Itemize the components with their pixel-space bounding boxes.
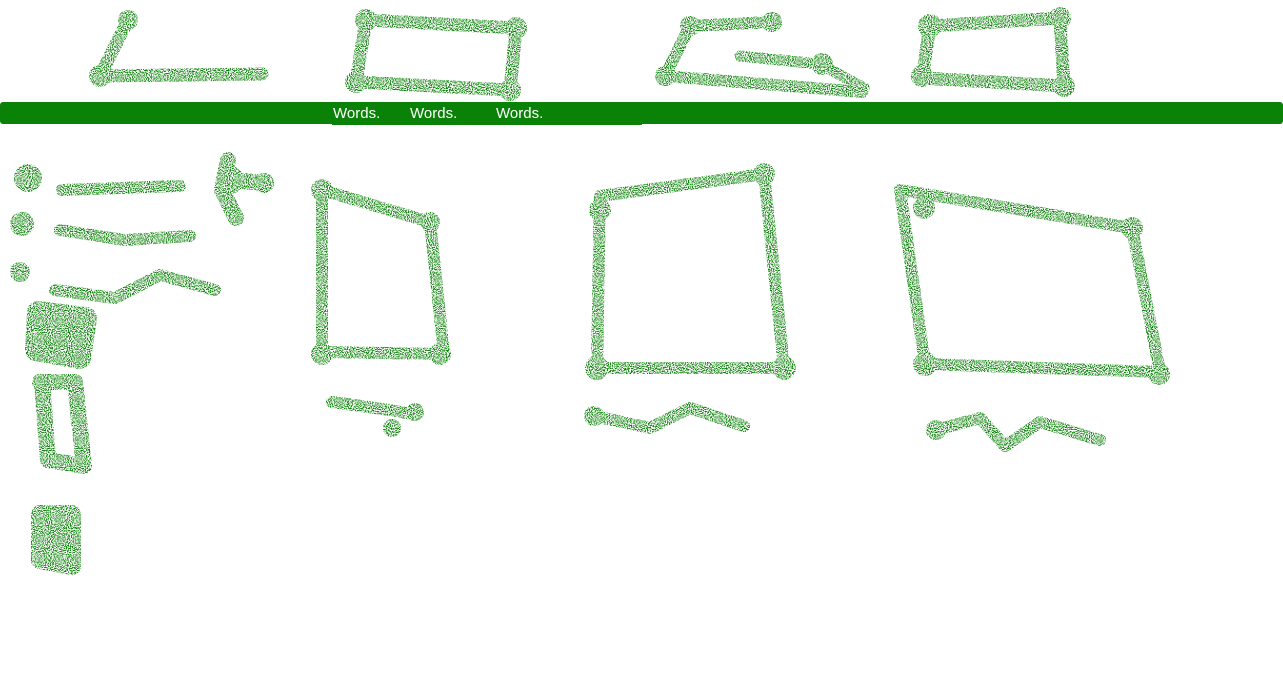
nav-bar xyxy=(0,102,1283,124)
nav-link-3[interactable]: Words. xyxy=(496,105,544,122)
nav-link-2[interactable]: Words. xyxy=(410,105,458,122)
top-thumbnail-1 xyxy=(89,10,269,87)
nav-active-underline xyxy=(332,123,642,125)
card-sketch-3 xyxy=(894,184,1170,452)
top-thumbnail-4 xyxy=(911,7,1075,97)
card-sketch-1 xyxy=(311,179,451,437)
top-thumbnail-3 xyxy=(655,12,870,98)
nav-link-1[interactable]: Words. xyxy=(333,105,381,122)
left-list-sketch xyxy=(10,152,274,304)
card-sketch-2 xyxy=(584,163,796,434)
top-thumbnail-2 xyxy=(345,9,527,101)
left-blob-sketch xyxy=(25,301,97,575)
